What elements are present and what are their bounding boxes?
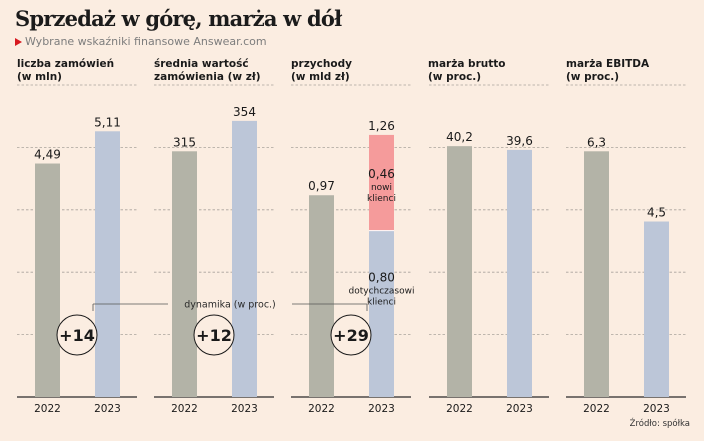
segment-label-existing-value: 0,80	[368, 271, 395, 285]
panel-unit: (w mld zł)	[291, 71, 350, 83]
bar-2023	[95, 131, 120, 397]
chart-title: Sprzedaż w górę, marża w dół	[15, 6, 342, 31]
x-tick-label: 2023	[94, 403, 121, 415]
panel-title-orders: liczba zamówień (w mln)	[17, 58, 114, 84]
panel-title-line: marża brutto	[428, 58, 506, 70]
panel-unit: (w proc.)	[428, 71, 482, 83]
x-tick-label: 2022	[446, 403, 473, 415]
panel-unit: zamówienia (w zł)	[154, 71, 261, 83]
bar-2022	[172, 151, 197, 397]
bar-2023	[232, 120, 257, 397]
subtitle-text: Wybrane wskaźniki finansowe Answear.com	[25, 35, 267, 48]
x-tick-label: 2022	[171, 403, 198, 415]
x-tick-label: 2023	[231, 403, 258, 415]
panel-title-line: średnia wartość	[154, 58, 249, 70]
bar-value-label: 4,49	[34, 148, 61, 162]
panel-title-line: przychody	[291, 58, 352, 70]
bar-value-label: 6,3	[587, 135, 606, 149]
bar-2022	[584, 151, 609, 397]
change-badge-value: +14	[59, 326, 95, 345]
segment-label-new-text: nowi	[371, 183, 392, 193]
bar-value-label: 1,26	[368, 119, 395, 133]
change-badge-circle	[56, 314, 98, 356]
panel-unit: (w mln)	[17, 71, 62, 83]
bar-value-label: 40,2	[446, 130, 473, 144]
x-tick-label: 2022	[34, 403, 61, 415]
segment-label-existing-text: klienci	[367, 298, 396, 308]
x-tick-label: 2023	[506, 403, 533, 415]
bar-value-label: 5,11	[94, 115, 121, 129]
change-badge-value: +12	[196, 326, 232, 345]
dynamics-label: dynamika (w proc.)	[184, 300, 276, 311]
x-tick-label: 2023	[643, 403, 670, 415]
bar-value-label: 39,6	[506, 134, 533, 148]
source-note: Źródło: spółka	[629, 419, 690, 429]
panel-title-line: marża EBITDA	[566, 58, 650, 70]
bar-2023-new-clients	[369, 134, 394, 231]
bar-2023	[644, 221, 669, 397]
panel-title-ebitda-margin: marża EBITDA (w proc.)	[566, 58, 649, 84]
panel-unit: (w proc.)	[566, 71, 620, 83]
bar-2022	[309, 195, 334, 397]
panel-title-avg-order: średnia wartość zamówienia (w zł)	[154, 58, 261, 84]
chart-subtitle: Wybrane wskaźniki finansowe Answear.com	[15, 35, 267, 48]
panel-title-line: liczba zamówień	[17, 58, 115, 70]
segment-label-new-text: klienci	[367, 194, 396, 204]
bar-value-label: 354	[233, 105, 256, 119]
bar-2023-existing-clients	[369, 230, 394, 397]
bar-value-label: 315	[173, 135, 196, 149]
panel-title-revenue: przychody (w mld zł)	[291, 58, 352, 84]
bar-2022	[35, 163, 60, 397]
x-tick-label: 2022	[583, 403, 610, 415]
change-badge-value: +29	[333, 326, 369, 345]
change-badge-circle	[193, 314, 235, 356]
x-tick-label: 2023	[368, 403, 395, 415]
panel-title-gross-margin: marża brutto (w proc.)	[428, 58, 505, 84]
bar-2022	[447, 146, 472, 397]
bar-value-label: 0,97	[308, 179, 335, 193]
red-triangle-icon	[15, 37, 22, 46]
bar-2023	[507, 149, 532, 397]
change-badge-circle	[330, 314, 372, 356]
bar-value-label: 4,5	[647, 206, 666, 220]
segment-label-new-value: 0,46	[368, 167, 395, 181]
x-tick-label: 2022	[308, 403, 335, 415]
segment-label-existing-text: dotychczasowi	[349, 287, 415, 297]
